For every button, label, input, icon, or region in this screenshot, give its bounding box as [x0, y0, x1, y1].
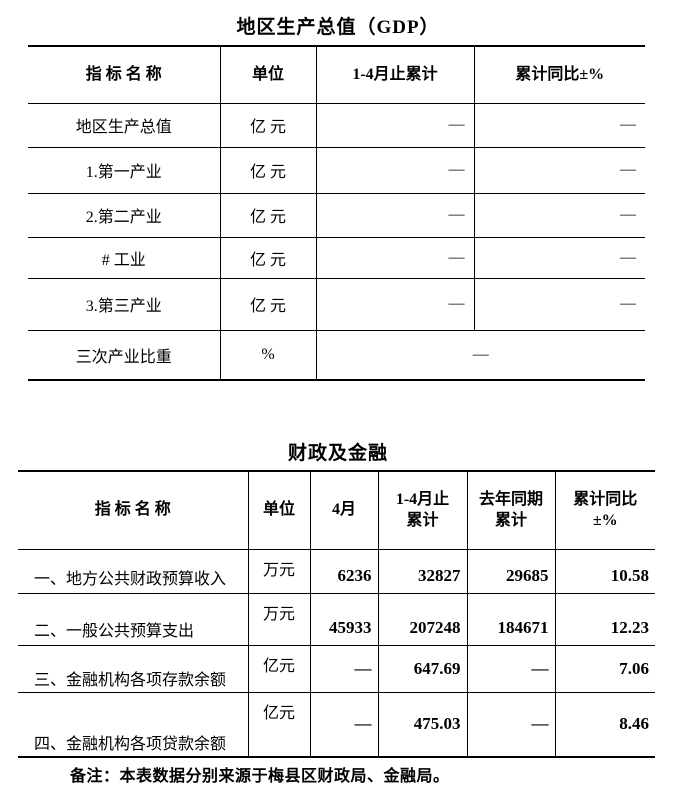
value-cell: — [473, 193, 645, 238]
value-cell: 7.06 [554, 645, 655, 693]
table-row: 3.第三产业 亿 元 — — [28, 278, 645, 331]
col-header-april: 4月 [309, 471, 378, 550]
value-cell: 647.69 [377, 645, 467, 693]
value-cell: — [473, 237, 645, 279]
unit-cell: 万元 [247, 593, 310, 646]
value-cell: 184671 [466, 593, 555, 646]
col-header-unit: 单位 [247, 471, 310, 550]
unit-cell: 亿元 [247, 692, 310, 757]
value-cell: 475.03 [377, 692, 467, 757]
value-cell: 8.46 [554, 692, 655, 757]
table-row: # 工业 亿 元 — — [28, 237, 645, 279]
table-row: 三次产业比重 % — [28, 330, 645, 380]
indicator-name-cell: 地区生产总值 [28, 103, 220, 148]
value-cell: — [466, 692, 555, 757]
merged-value-cell: — [315, 330, 645, 380]
col-header-indicator: 指 标 名 称 [18, 471, 248, 550]
gdp-table: 指 标 名 称 单位 1-4月止累计 累计同比±% 地区生产总值 亿 元 — —… [28, 45, 645, 381]
table-row: 地区生产总值 亿 元 — — [28, 103, 645, 148]
col-header-indicator: 指 标 名 称 [28, 46, 220, 104]
value-cell: 207248 [377, 593, 467, 646]
value-cell: — [473, 147, 645, 194]
table-row: 一、地方公共财政预算收入 万元 6236 32827 29685 10.58 [18, 549, 655, 594]
value-cell: — [315, 103, 474, 148]
value-cell: 29685 [466, 549, 555, 594]
indicator-name-cell: 2.第二产业 [28, 193, 220, 238]
finance-table-title: 财政及金融 [287, 443, 388, 464]
table-row: 四、金融机构各项贷款余额 亿元 — 475.03 — 8.46 [18, 692, 655, 757]
unit-cell: 亿 元 [219, 147, 316, 194]
value-cell: — [315, 278, 474, 331]
indicator-name-cell: 二、一般公共预算支出 [18, 593, 248, 646]
table-row: 二、一般公共预算支出 万元 45933 207248 184671 12.23 [18, 593, 655, 646]
indicator-name-cell: 3.第三产业 [28, 278, 220, 331]
table-row: 三、金融机构各项存款余额 亿元 — 647.69 — 7.06 [18, 645, 655, 693]
col-header-cumulative: 1-4月止累计 [315, 46, 474, 104]
unit-cell: % [219, 330, 316, 380]
indicator-name-cell: 三次产业比重 [75, 348, 172, 366]
footnote: 备注：本表数据分别来源于梅县区财政局、金融局。 [70, 768, 450, 785]
value-cell: — [473, 278, 645, 331]
value-cell: — [466, 645, 555, 693]
gdp-table-title: 地区生产总值（GDP） [236, 17, 440, 38]
col-header-unit: 单位 [219, 46, 316, 104]
indicator-name-cell: 一、地方公共财政预算收入 [18, 549, 248, 594]
indicator-name-cell: 三、金融机构各项存款余额 [18, 645, 248, 693]
col-header-yoy: 累计同比±% [473, 46, 645, 104]
unit-cell: 亿 元 [219, 278, 316, 331]
unit-cell: 亿 元 [219, 193, 316, 238]
gdp-header-row: 指 标 名 称 单位 1-4月止累计 累计同比±% [28, 46, 645, 104]
indicator-name-cell: # 工业 [28, 237, 220, 279]
value-cell: — [473, 103, 645, 148]
value-cell: 32827 [377, 549, 467, 594]
finance-table: 指 标 名 称 单位 4月 1-4月止 累计 去年同期 累计 累计同比 ±% 一… [18, 470, 655, 758]
value-cell: — [309, 692, 378, 757]
value-cell: 12.23 [554, 593, 655, 646]
table-row: 1.第一产业 亿 元 — — [28, 147, 645, 194]
value-cell: — [315, 193, 474, 238]
value-cell: — [315, 147, 474, 194]
unit-cell: 亿 元 [219, 103, 316, 148]
value-cell: 45933 [309, 593, 378, 646]
indicator-name-cell: 1.第一产业 [28, 147, 220, 194]
finance-header-row: 指 标 名 称 单位 4月 1-4月止 累计 去年同期 累计 累计同比 ±% [18, 471, 655, 550]
indicator-name-cell: 四、金融机构各项贷款余额 [34, 736, 227, 753]
col-header-cumulative: 1-4月止 累计 [377, 471, 467, 550]
value-cell: — [309, 645, 378, 693]
value-cell: — [315, 237, 474, 279]
table-row: 2.第二产业 亿 元 — — [28, 193, 645, 238]
unit-cell: 万元 [247, 549, 310, 594]
value-cell: 6236 [309, 549, 378, 594]
unit-cell: 亿 元 [219, 237, 316, 279]
col-header-yoy: 累计同比 ±% [554, 471, 655, 550]
col-header-last-year: 去年同期 累计 [466, 471, 555, 550]
unit-cell: 亿元 [247, 645, 310, 693]
value-cell: 10.58 [554, 549, 655, 594]
